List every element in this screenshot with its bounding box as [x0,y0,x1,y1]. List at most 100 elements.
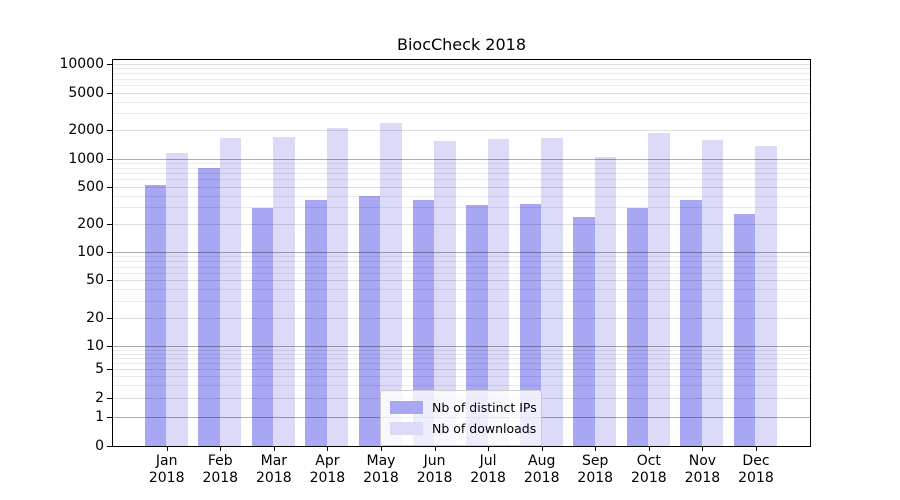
y-tick-2000 [107,130,112,131]
x-tick-dec-2018 [755,447,757,451]
y-tick-label-100: 100 [77,244,104,260]
bar-nb-of-downloads-apr-2018 [326,128,349,446]
gridline-minor-6000 [113,85,810,86]
gridline-minor-300 [113,207,810,209]
gridline-minor-5000 [113,92,810,94]
x-tick-jul-2018 [488,447,490,451]
grid-layer [113,60,810,446]
bar-nb-of-distinct-ips-apr-2018 [305,200,327,446]
gridline-minor-90 [113,256,810,258]
gridline-minor-8 [113,353,810,355]
legend-label-downloads: Nb of downloads [432,421,537,436]
x-tick-aug-2018 [541,447,543,451]
x-tick-label-sep-2018: Sep 2018 [577,453,614,486]
bar-nb-of-downloads-may-2018 [380,122,402,446]
bar-nb-of-distinct-ips-mar-2018 [251,208,274,446]
y-tick-label-10000: 10000 [59,56,104,72]
bar-nb-of-distinct-ips-jan-2018 [144,185,167,446]
y-tick-500 [107,186,112,188]
y-tick-label-5000: 5000 [68,84,104,101]
gridline-minor-70 [113,266,810,268]
x-tick-label-mar-2018: Mar 2018 [256,453,292,486]
legend: Nb of distinct IPs Nb of downloads [380,390,542,446]
gridline-major-100 [113,252,810,253]
gridline-minor-9 [113,349,810,351]
y-tick-label-1: 1 [95,409,104,425]
y-tick-label-200: 200 [77,216,104,232]
x-tick-apr-2018 [327,447,329,451]
y-tick-5 [107,369,112,371]
bar-nb-of-downloads-mar-2018 [273,136,295,446]
x-tick-label-jul-2018: Jul 2018 [470,453,506,486]
gridline-minor-400 [113,195,810,197]
gridline-minor-500 [113,186,810,188]
bar-nb-of-downloads-feb-2018 [219,137,242,446]
bar-nb-of-downloads-jun-2018 [434,140,456,446]
gridline-major-1000 [113,158,810,160]
x-tick-oct-2018 [648,447,650,451]
y-tick-10 [107,346,112,347]
bar-nb-of-distinct-ips-may-2018 [358,195,381,446]
legend-swatch-downloads [390,422,423,435]
gridline-minor-5 [113,369,810,371]
x-tick-label-feb-2018: Feb 2018 [202,453,239,486]
x-tick-jan-2018 [166,447,168,451]
x-tick-may-2018 [380,447,382,451]
bar-nb-of-distinct-ips-sep-2018 [573,217,595,446]
legend-item-distinct-ips: Nb of distinct IPs [390,397,537,418]
gridline-minor-40 [113,289,810,291]
x-tick-label-may-2018: May 2018 [363,453,399,486]
gridline-minor-6 [113,363,810,365]
x-tick-label-oct-2018: Oct 2018 [631,453,667,486]
x-tick-nov-2018 [702,447,704,451]
y-tick-100 [107,252,112,253]
x-tick-jun-2018 [434,447,436,451]
gridline-minor-50 [113,280,810,282]
gridline-minor-10000 [113,64,810,65]
gridline-minor-7000 [113,78,810,80]
gridline-minor-2000 [113,130,810,131]
bar-nb-of-distinct-ips-nov-2018 [680,200,702,446]
bar-nb-of-distinct-ips-aug-2018 [519,204,542,446]
gridline-minor-900 [113,162,810,164]
gridline-minor-4 [113,376,810,378]
gridline-minor-3 [113,385,810,387]
bar-nb-of-downloads-aug-2018 [541,137,563,446]
x-tick-label-jun-2018: Jun 2018 [416,453,453,486]
y-tick-label-2000: 2000 [68,122,104,138]
plot-area: Nb of distinct IPs Nb of downloads [112,59,811,447]
gridline-minor-3000 [113,113,810,115]
y-tick-label-5: 5 [95,361,104,378]
gridline-minor-8000 [113,73,810,75]
gridline-minor-800 [113,167,810,169]
y-tick-200 [107,224,112,225]
gridline-minor-7 [113,357,810,359]
bar-nb-of-distinct-ips-jun-2018 [412,200,435,446]
bar-nb-of-downloads-oct-2018 [648,132,670,446]
x-tick-label-jan-2018: Jan 2018 [148,453,185,486]
gridline-major-10 [113,346,810,347]
y-tick-1000 [107,158,112,160]
x-tick-label-apr-2018: Apr 2018 [309,453,346,486]
y-tick-label-0: 0 [95,438,104,454]
gridline-minor-200 [113,224,810,225]
chart-title: BiocCheck 2018 [396,35,527,54]
legend-swatch-distinct-ips [390,401,423,414]
x-tick-sep-2018 [595,447,597,451]
y-tick-20 [107,318,112,319]
y-tick-label-20: 20 [86,310,104,326]
y-tick-label-1000: 1000 [68,150,104,167]
y-tick-1 [107,417,112,418]
bar-nb-of-distinct-ips-oct-2018 [626,208,649,446]
gridline-minor-9000 [113,68,810,70]
legend-label-distinct-ips: Nb of distinct IPs [432,400,537,415]
bars-layer [113,60,810,446]
y-tick-label-50: 50 [86,272,104,289]
x-tick-label-dec-2018: Dec 2018 [738,453,774,486]
y-tick-50 [107,280,112,282]
gridline-minor-4000 [113,101,810,103]
bar-nb-of-downloads-dec-2018 [755,145,777,446]
bar-nb-of-downloads-nov-2018 [701,139,724,446]
y-tick-10000 [107,64,112,65]
